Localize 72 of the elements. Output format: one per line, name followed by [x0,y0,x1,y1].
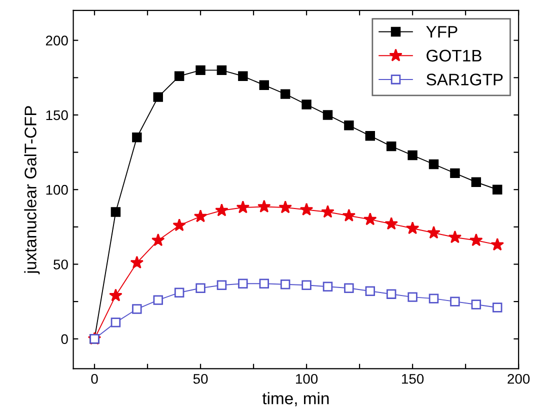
point [238,278,248,288]
point [384,216,398,230]
point [322,282,333,292]
point [302,280,312,290]
point [450,168,460,178]
point [322,110,333,120]
point [492,302,502,312]
x-tick-label: 50 [193,374,208,384]
point [215,204,228,216]
point [471,300,482,310]
point [238,71,248,82]
point [280,280,290,290]
x-tick-label: 200 [508,374,530,384]
point [406,221,420,234]
point [302,100,312,110]
point [490,238,504,251]
point [448,230,462,244]
point [408,292,418,302]
point [132,132,142,142]
point [110,207,121,217]
point [174,71,184,82]
y-axis-title: juxtanuclear GalT-CFP [24,106,40,274]
point [300,202,314,216]
point [196,65,206,76]
point [342,208,356,222]
point [216,65,227,76]
point [428,294,439,304]
point [492,184,502,194]
point [110,318,121,328]
x-axis-title: time, min [262,392,329,406]
point [470,233,483,246]
point [364,212,377,226]
point [194,210,208,222]
point [257,200,271,213]
point [365,131,376,141]
legend-label: YFP [426,26,458,38]
x-tick-label: 100 [296,374,318,384]
point [174,288,184,298]
point [450,296,460,306]
y-tick-label: 0 [61,334,68,344]
point [236,200,250,214]
point [278,200,292,214]
point [132,304,142,314]
point [365,286,376,296]
y-tick-label: 50 [54,260,68,270]
legend-label: GOT1B [426,50,482,62]
point [471,177,482,187]
point [216,280,227,290]
point [196,283,206,293]
point [153,92,163,102]
point [386,141,396,152]
legend-label: SAR1GTP [426,74,503,86]
point [321,205,334,218]
y-tick-label: 150 [46,110,68,120]
point [259,80,269,90]
point [408,150,418,160]
point [386,289,396,299]
point [153,295,163,305]
point [280,89,290,99]
point [151,233,165,246]
x-tick-label: 150 [402,374,424,384]
point [428,159,439,170]
y-tick-label: 200 [46,36,68,46]
point [259,278,269,288]
point [172,218,186,232]
point [344,120,354,130]
point [109,288,122,302]
y-tick-label: 100 [46,184,68,195]
point [130,256,144,268]
point [427,226,440,239]
x-tick-label: 0 [91,374,98,384]
point [344,283,354,293]
